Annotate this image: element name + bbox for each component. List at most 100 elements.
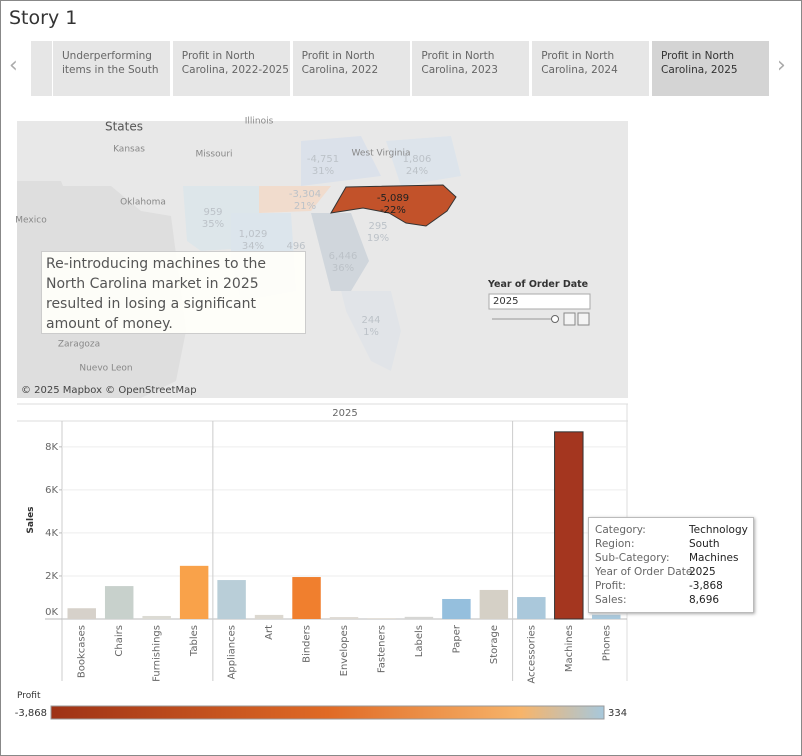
- place-label: Kansas: [113, 145, 145, 155]
- state-label: 1,029: [239, 229, 268, 240]
- bar-chart: 2025 Sales 0K 2K 4K 6K 8K Bookcases Chairs Furnis…: [17, 403, 628, 684]
- x-tick-label: Art: [264, 625, 275, 640]
- bar: [367, 618, 396, 619]
- filter-next[interactable]: [577, 312, 590, 326]
- state-label: -22%: [380, 205, 406, 216]
- tooltip-key: Sales:: [595, 594, 627, 606]
- x-tick-label: Phones: [601, 625, 612, 661]
- y-tick-label: 0K: [45, 607, 58, 618]
- tooltip-row: Year of Order Date:2025: [595, 566, 747, 580]
- y-axis-label: Sales: [26, 506, 36, 533]
- legend-title: Profit: [17, 691, 41, 701]
- filter-label: Year of Order Date: [487, 279, 588, 290]
- tooltip-value: 8,696: [689, 594, 720, 606]
- state-label: 6,446: [329, 251, 358, 262]
- story-point[interactable]: Profit in North Carolina, 2022-2025: [172, 41, 290, 96]
- bar: [179, 565, 209, 619]
- x-tick-label: Accessories: [526, 625, 537, 684]
- x-tick-label: Fasteners: [376, 625, 387, 673]
- state-label: 244: [361, 315, 380, 326]
- legend-max: 334: [608, 708, 627, 719]
- state-label: 496: [286, 241, 305, 252]
- tooltip-key: Region:: [595, 538, 635, 550]
- map-attribution: © 2025 Mapbox © OpenStreetMap: [21, 385, 197, 396]
- tennessee: [259, 186, 331, 213]
- x-tick-label: Storage: [489, 625, 500, 664]
- x-tick-label: Machines: [564, 625, 575, 672]
- tooltip: Category: Technology Region: South Sub-Categ…: [588, 517, 754, 613]
- x-tick-label: Labels: [414, 625, 425, 657]
- story-point[interactable]: Profit in North Carolina, 2025: [652, 41, 769, 96]
- filter-value: 2025: [493, 296, 518, 307]
- tooltip-value: 2025: [689, 566, 716, 578]
- state-label: 36%: [332, 263, 354, 274]
- story-point[interactable]: Profit in North Carolina, 2024: [532, 41, 650, 96]
- bar: [554, 431, 584, 620]
- state-label: 19%: [367, 233, 389, 244]
- tooltip-value: Technology: [689, 524, 748, 536]
- tooltip-value: Machines: [689, 552, 739, 564]
- x-tick-label: Furnishings: [152, 625, 163, 682]
- x-tick-label: Tables: [189, 625, 200, 657]
- filter-prev[interactable]: [563, 312, 576, 326]
- tooltip-row: Region: South: [595, 538, 747, 552]
- story-point[interactable]: Profit in North Carolina, 2022: [292, 41, 410, 96]
- bar: [404, 616, 434, 619]
- bar: [479, 589, 509, 619]
- state-label: 21%: [294, 201, 316, 212]
- state-label: -4,751: [307, 154, 339, 165]
- place-label: Nuevo Leon: [79, 364, 132, 374]
- bar: [329, 617, 359, 619]
- x-tick-label: Binders: [302, 625, 313, 663]
- georgia: [311, 213, 369, 291]
- tooltip-row: Sub-Category: Machines: [595, 552, 747, 566]
- state-label: 34%: [242, 241, 264, 252]
- legend-min: -3,868: [15, 708, 47, 719]
- y-tick-label: 6K: [45, 485, 58, 496]
- next-arrow[interactable]: ›: [777, 53, 786, 78]
- place-label: West Virginia: [352, 149, 411, 159]
- north-carolina[interactable]: [330, 184, 457, 227]
- state-label: -5,089: [377, 193, 409, 204]
- prev-arrow[interactable]: ‹: [9, 53, 18, 78]
- state-label: 35%: [202, 219, 224, 230]
- florida: [341, 291, 401, 371]
- place-label: Missouri: [195, 150, 232, 160]
- state-label: 959: [203, 207, 222, 218]
- story-title: Story 1: [9, 7, 78, 29]
- tooltip-row: Category: Technology: [595, 524, 748, 538]
- bar: [217, 580, 246, 619]
- x-tick-label: Envelopes: [339, 625, 350, 676]
- tooltip-key: Profit:: [595, 580, 626, 592]
- bar: [517, 597, 546, 619]
- place-label: Mexico: [15, 216, 47, 226]
- bar: [254, 614, 284, 619]
- story-point-spacer: [31, 41, 52, 96]
- bar: [292, 577, 321, 619]
- bar: [67, 608, 96, 619]
- x-tick-label: Appliances: [227, 625, 238, 679]
- state-label: 24%: [406, 166, 428, 177]
- tooltip-key: Year of Order Date:: [595, 566, 696, 578]
- legend-gradient: [50, 705, 605, 720]
- bar: [592, 614, 621, 619]
- filter-handle[interactable]: [551, 315, 559, 323]
- place-label: Oklahoma: [120, 198, 166, 208]
- story-point[interactable]: Profit in North Carolina, 2023: [412, 41, 530, 96]
- tooltip-row: Sales: 8,696: [595, 594, 747, 608]
- bar: [442, 598, 471, 619]
- tooltip-row: Profit: -3,868: [595, 580, 747, 594]
- tooltip-key: Sub-Category:: [595, 552, 670, 564]
- x-tick-label: Chairs: [114, 625, 125, 657]
- story-point[interactable]: Underperforming items in the South: [53, 41, 170, 96]
- place-label: Zaragoza: [58, 340, 100, 350]
- tooltip-key: Category:: [595, 524, 646, 536]
- state-label: -3,304: [289, 189, 321, 200]
- state-label: 295: [368, 221, 387, 232]
- tooltip-value: -3,868: [689, 580, 723, 592]
- y-tick-label: 4K: [45, 528, 58, 539]
- y-tick-label: 2K: [45, 571, 58, 582]
- place-label: Illinois: [245, 117, 274, 127]
- annotation: Re-introducing machines to the North Car…: [41, 251, 306, 334]
